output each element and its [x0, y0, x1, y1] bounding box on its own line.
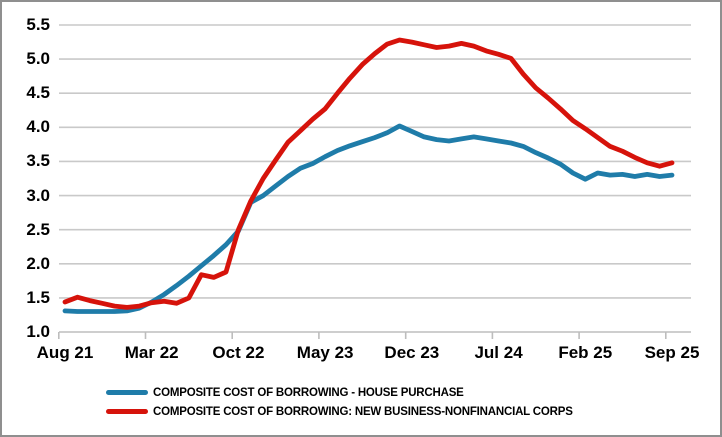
legend-label: COMPOSITE COST OF BORROWING: NEW BUSINES…	[153, 405, 573, 418]
legend-item-house-purchase: COMPOSITE COST OF BORROWING - HOUSE PURC…	[106, 383, 573, 402]
legend-label: COMPOSITE COST OF BORROWING - HOUSE PURC…	[153, 386, 464, 399]
y-tick-label: 3.5	[26, 151, 50, 171]
x-tick-label: Oct 22	[212, 343, 265, 362]
y-tick-label: 1.0	[26, 322, 50, 341]
x-tick-label: Jul 24	[474, 343, 523, 362]
x-tick-label: Sep 25	[644, 343, 700, 362]
y-tick-label: 2.0	[26, 253, 50, 273]
y-tick-label: 1.5	[26, 287, 50, 307]
x-tick-label: May 23	[296, 343, 354, 362]
legend-swatch-blue-line	[106, 390, 148, 395]
x-tick-label: Dec 23	[384, 343, 440, 362]
y-tick-label: 3.0	[26, 185, 50, 205]
legend: COMPOSITE COST OF BORROWING - HOUSE PURC…	[106, 383, 573, 421]
x-tick-label: Feb 25	[558, 343, 613, 362]
y-tick-label: 5.0	[26, 49, 50, 69]
y-tick-label: 2.5	[26, 219, 50, 239]
y-tick-label: 4.5	[26, 83, 50, 103]
x-tick-label: Mar 22	[124, 343, 179, 362]
legend-item-nonfinancial-corps: COMPOSITE COST OF BORROWING: NEW BUSINES…	[106, 402, 573, 421]
y-tick-label: 5.5	[26, 15, 50, 34]
x-tick-label: Aug 21	[36, 343, 94, 362]
y-tick-label: 4.0	[26, 117, 50, 137]
legend-swatch-red-line	[106, 409, 148, 414]
